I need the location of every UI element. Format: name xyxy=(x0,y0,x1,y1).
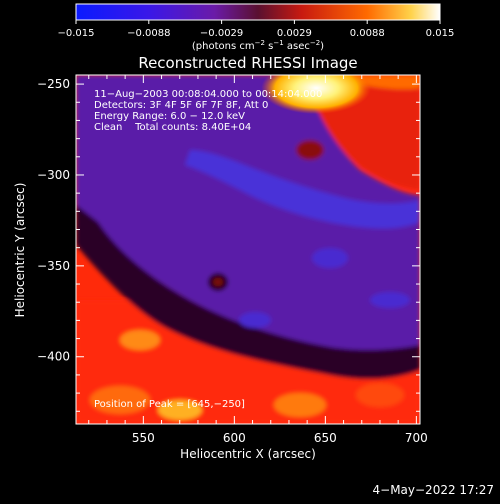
footer-date: 4−May−2022 17:27 xyxy=(373,483,495,497)
colorbar-tick-label: 0.0088 xyxy=(350,28,385,39)
colorbar-tick-label: −0.0029 xyxy=(200,28,243,39)
x-tick-label: 600 xyxy=(223,431,246,445)
colorbar-ticks: −0.015 −0.0088 −0.0029 0.0029 0.0088 0.015 xyxy=(57,20,454,39)
info-line-detectors: Detectors: 3F 4F 5F 6F 7F 8F, Att 0 xyxy=(94,100,268,111)
colorbar-tick-label: −0.0088 xyxy=(127,28,170,39)
colorbar xyxy=(75,3,441,21)
x-axis-label: Heliocentric X (arcsec) xyxy=(180,447,316,461)
heatmap-image xyxy=(76,75,420,424)
plot-frame xyxy=(75,74,421,425)
colorbar-tick-label: 0.0029 xyxy=(277,28,312,39)
info-line-time: 11−Aug−2003 00:08:04.000 to 00:14:04.000 xyxy=(94,89,322,100)
y-axis-ticks: −250 −300 −350 −400 xyxy=(37,77,420,412)
x-tick-label: 700 xyxy=(405,431,428,445)
colorbar-tick-label: 0.015 xyxy=(426,28,455,39)
chart-title: Reconstructed RHESSI Image xyxy=(138,54,357,72)
y-tick-label: −250 xyxy=(37,77,70,91)
y-tick-label: −300 xyxy=(37,168,70,182)
peak-emission xyxy=(261,75,372,115)
x-axis-ticks: 550 600 650 700 xyxy=(88,75,428,445)
x-tick-label: 550 xyxy=(132,431,155,445)
info-line-energy: Energy Range: 6.0 − 12.0 keV xyxy=(94,111,245,122)
info-line-clean: Clean Total counts: 8.40E+04 xyxy=(94,122,251,133)
y-axis-label: Heliocentric Y (arcsec) xyxy=(13,183,27,318)
colorbar-units-label: (photons cm−2 s−1 asec−2) xyxy=(192,39,324,52)
peak-position-label: Position of Peak = [645,−250] xyxy=(94,399,245,410)
y-tick-label: −400 xyxy=(37,350,70,364)
colorbar-tick-label: −0.015 xyxy=(57,28,94,39)
x-tick-label: 650 xyxy=(314,431,337,445)
y-tick-label: −350 xyxy=(37,259,70,273)
